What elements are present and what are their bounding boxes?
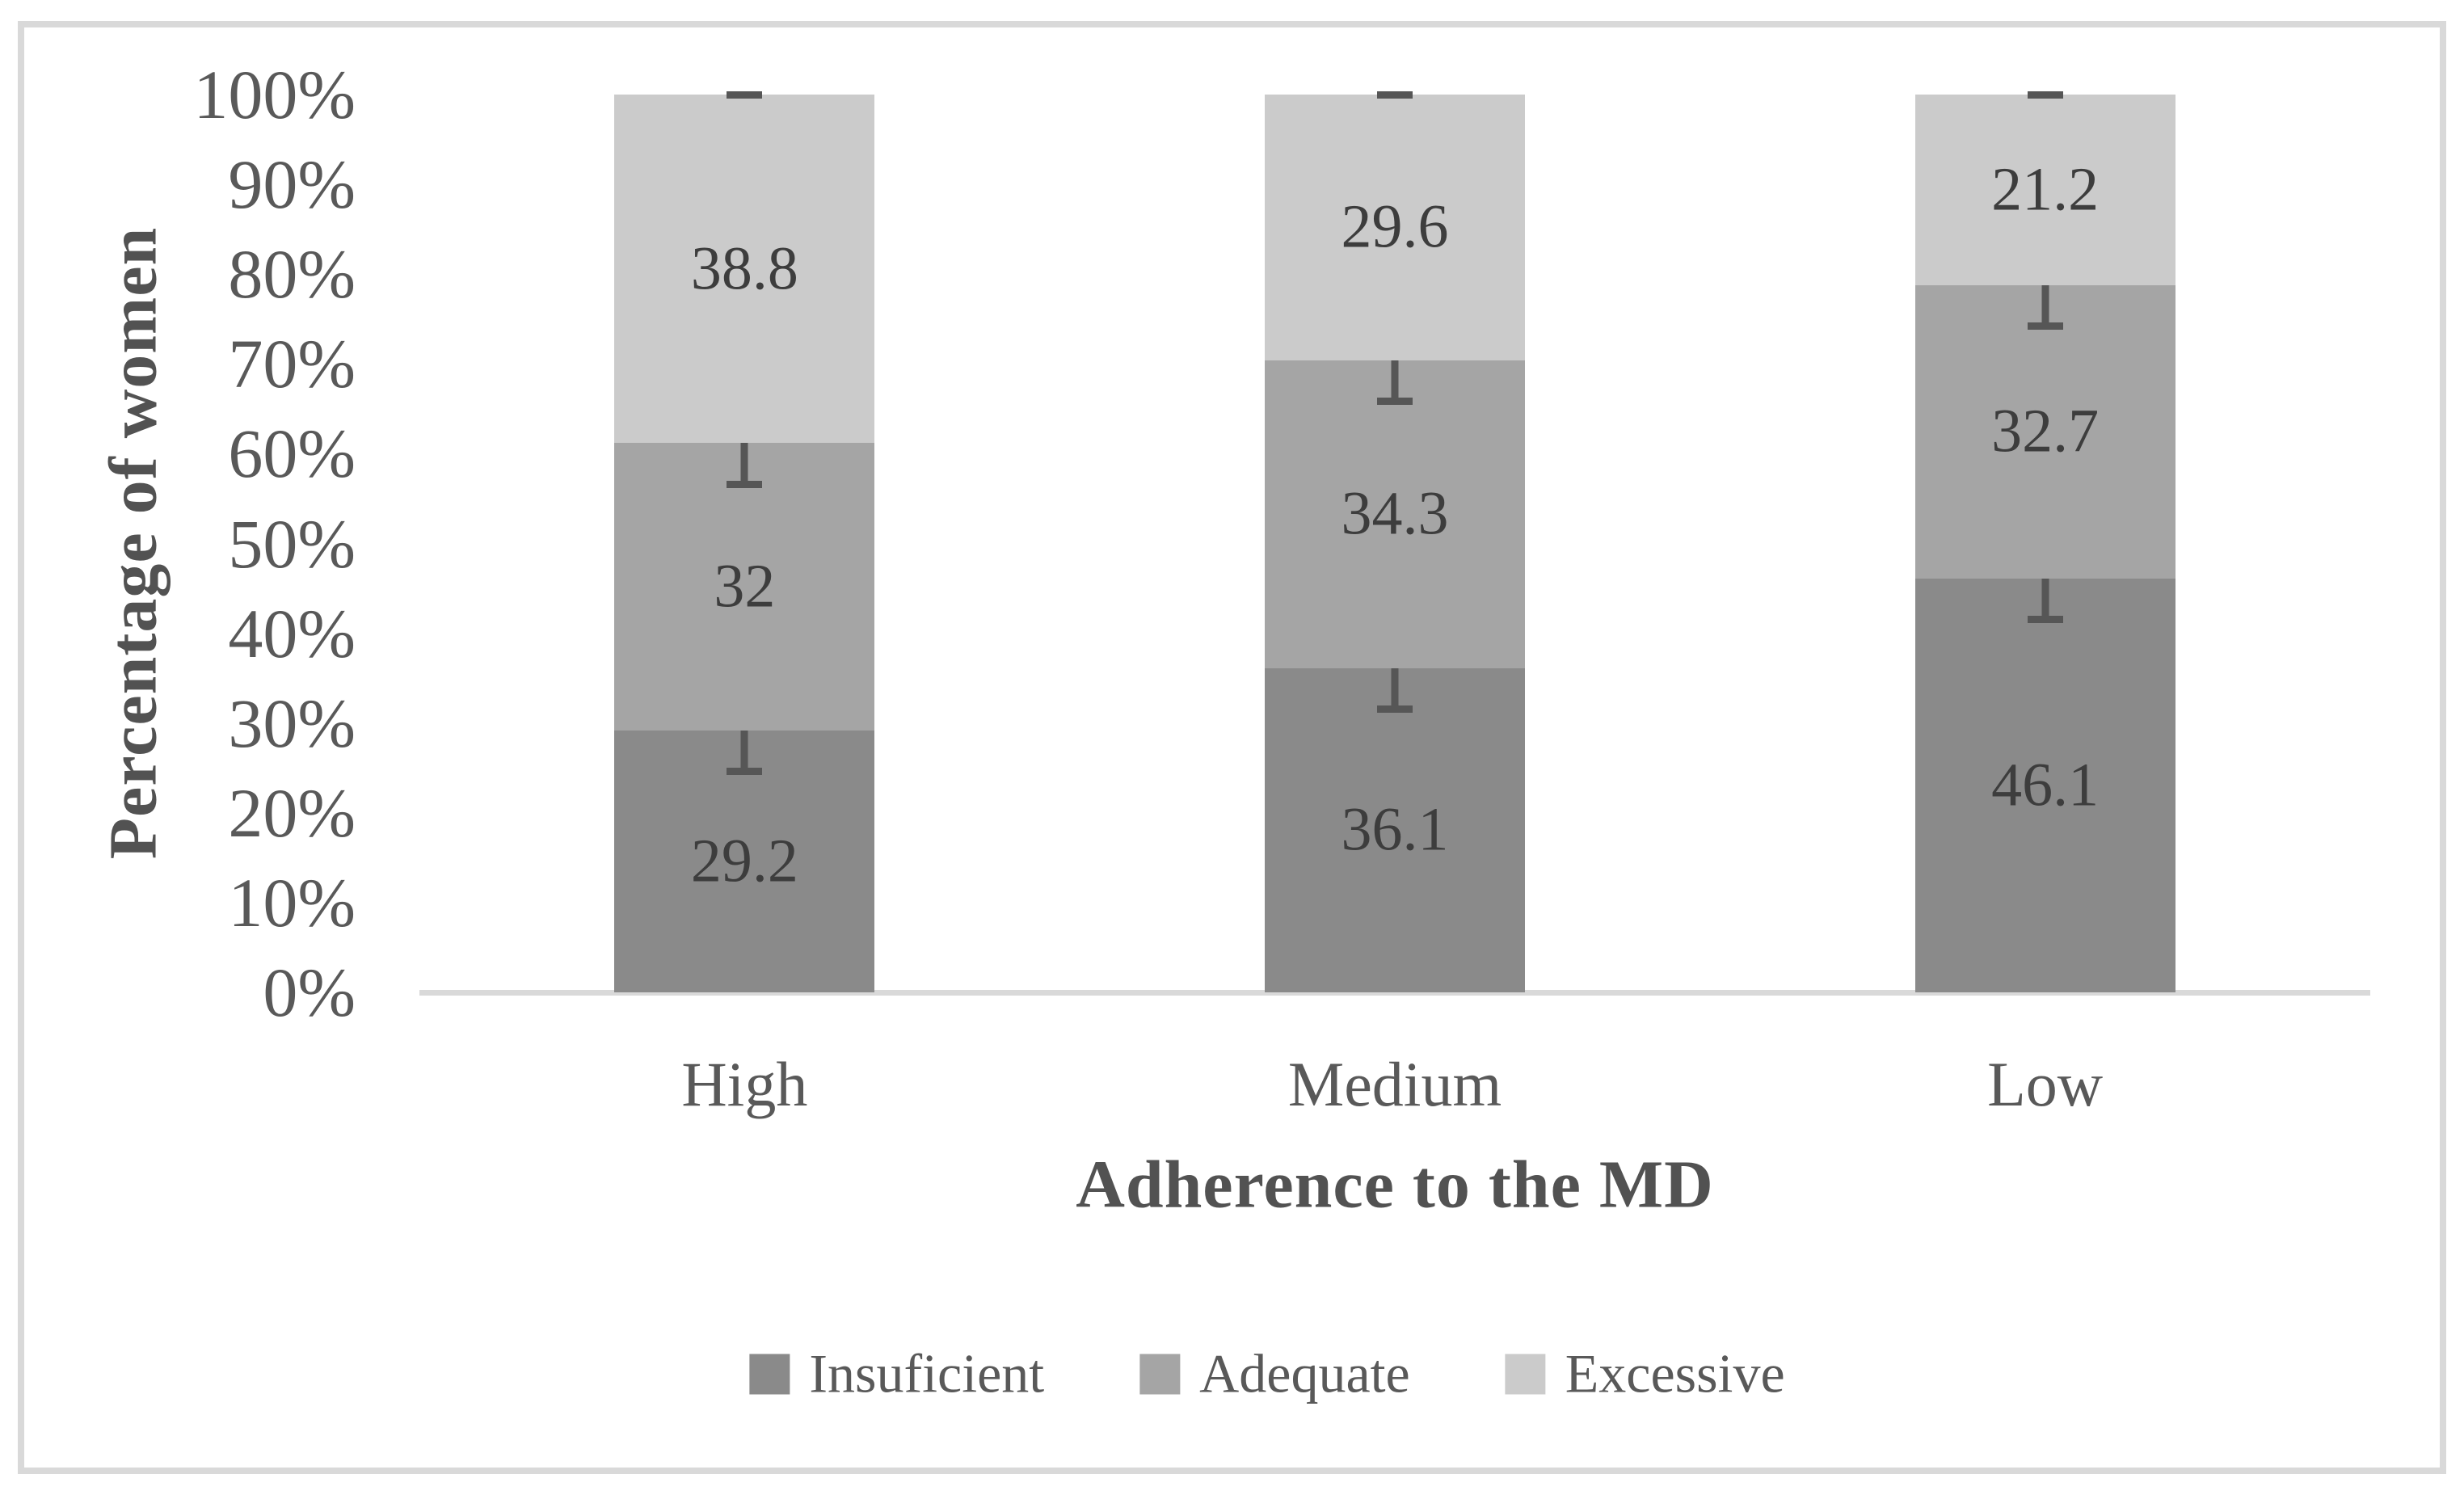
y-tick-label: 60% [228,415,356,493]
legend: Insuficient Adequate Excessive [749,1342,1785,1406]
error-bar-cap-bottom [2027,616,2063,624]
y-tick-label: 50% [228,504,356,583]
data-label: 34.3 [1341,479,1449,548]
y-tick-label: 40% [228,594,356,672]
category-label: Medium [1287,1049,1502,1119]
legend-label-insuficient: Insuficient [809,1342,1045,1404]
data-label: 36.1 [1341,795,1449,864]
error-bar-cap-bottom [1377,705,1413,714]
bar-segment-excessive [1265,95,1525,360]
category-label: Low [1987,1049,2104,1119]
error-bar-cap-bottom [2027,322,2063,331]
y-tick-label: 70% [228,325,356,403]
error-bar-cap-top-of-bar [727,91,763,99]
figure-border [18,21,2446,1474]
error-bar-cap-bottom [1377,398,1413,406]
y-tick-label: 80% [228,235,356,314]
bar-segment-insuficient [1914,578,2175,992]
error-bar-line [1391,315,1399,406]
data-label: 21.2 [1991,155,2100,224]
legend-item-excessive: Excessive [1505,1342,1785,1406]
bar-segment-adequate [614,443,875,731]
category-label: High [681,1049,808,1119]
legend-swatch-adequate-icon [1139,1354,1181,1394]
data-label: 46.1 [1991,751,2100,819]
y-tick-label: 0% [263,954,356,1031]
y-tick-label: 30% [228,684,356,762]
error-bar-line [740,398,748,488]
bar-segment-excessive [1914,95,2175,285]
data-label: 38.8 [690,234,798,303]
legend-item-adequate: Adequate [1139,1342,1410,1406]
legend-swatch-excessive-icon [1505,1354,1546,1394]
bar-segment-excessive [614,95,875,444]
y-tick-label: 90% [228,145,356,224]
bar-segment-insuficient [1265,667,1525,992]
data-label: 29.6 [1341,192,1449,261]
legend-label-adequate: Adequate [1199,1342,1410,1404]
x-axis-line [419,990,2370,996]
bar-segment-adequate [1265,360,1525,668]
bar-segment-adequate [1914,284,2175,579]
error-bar-cap-top-of-bar [1377,91,1413,99]
legend-swatch-insuficient-icon [749,1354,790,1394]
error-bar-cap-bottom [727,480,763,488]
y-tick-label: 100% [193,56,356,133]
data-label: 32.7 [1991,397,2100,465]
y-tick-label: 20% [228,773,356,852]
error-bar-line [1391,623,1399,714]
data-label: 29.2 [690,827,798,895]
error-bar-line [740,685,748,776]
data-label: 32 [714,552,776,621]
error-bar-cap-top-of-bar [2027,91,2063,99]
error-bar-cap-bottom [727,768,763,776]
legend-label-excessive: Excessive [1565,1342,1785,1404]
legend-item-insuficient: Insuficient [749,1342,1044,1406]
x-axis-title: Adherence to the MD [1076,1147,1714,1223]
y-tick-label: 10% [228,863,356,941]
